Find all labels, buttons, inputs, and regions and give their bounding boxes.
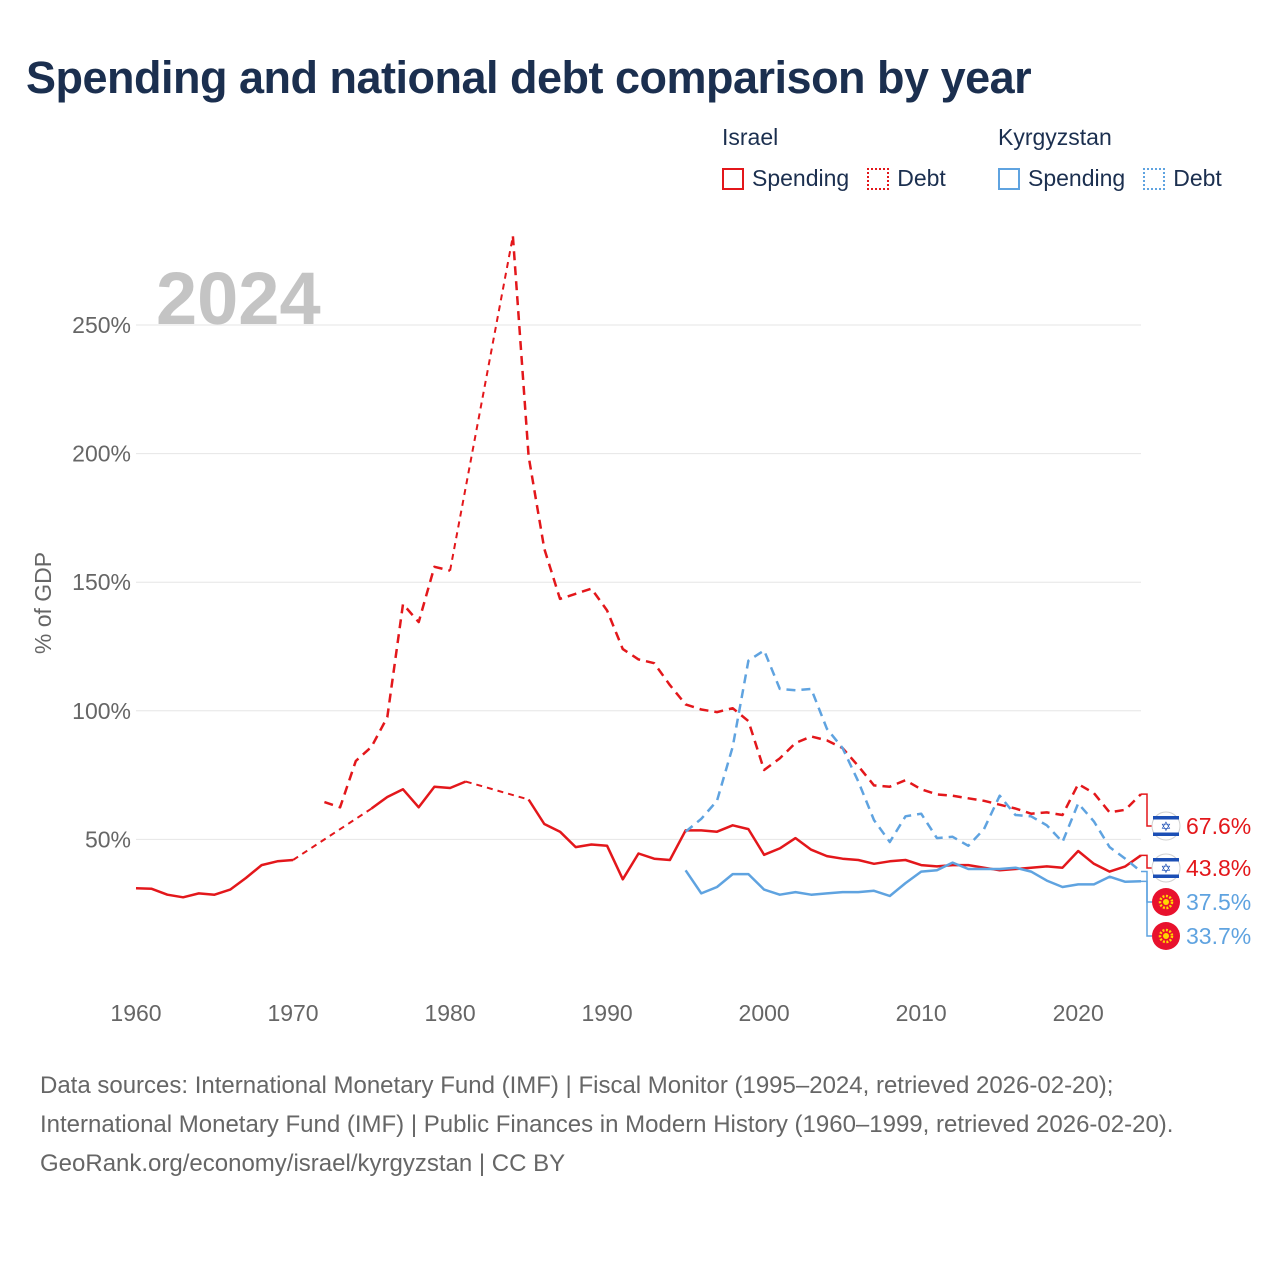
- israel-spending-gap-bridge: [292, 807, 373, 861]
- y-tick-label: 200%: [72, 441, 131, 467]
- israel-flag-stripe: [1153, 858, 1179, 862]
- kyrgyzstan-sun-icon: [1163, 933, 1169, 939]
- legend-israel-debt-swatch: [867, 167, 890, 190]
- legend-kyrgyzstan-spending[interactable]: Spending: [998, 165, 1125, 192]
- credit-link[interactable]: GeoRank.org/economy/israel/kyrgyzstan | …: [40, 1150, 566, 1177]
- x-tick-label: 1970: [267, 1000, 318, 1026]
- kyrgyzstan-sun-rays: [1158, 894, 1174, 910]
- legend-israel-debt[interactable]: Debt: [867, 165, 946, 192]
- legend-israel-debt-label: Debt: [897, 165, 946, 191]
- star-of-david-icon: ✡: [1161, 862, 1172, 877]
- kyrgyzstan-sun-rays: [1158, 928, 1174, 944]
- y-tick-label: 250%: [72, 312, 131, 338]
- end-value-label: 37.5%: [1186, 889, 1251, 915]
- legend-israel-spending[interactable]: Spending: [722, 165, 849, 192]
- legend-kyrgyzstan-debt[interactable]: Debt: [1143, 165, 1222, 192]
- israel-debt-line: [511, 236, 1142, 817]
- israel-spending-line: [370, 780, 467, 810]
- kyrgyzstan-debt-line: [684, 649, 1142, 873]
- legend-kyrgyzstan-spending-label: Spending: [1028, 165, 1126, 191]
- x-tick-label: 1980: [424, 1000, 475, 1026]
- legend-kyrgyzstan-debt-swatch: [1143, 167, 1166, 190]
- legend-israel-name: Israel: [722, 124, 779, 150]
- legend-israel: Israel Spending Debt: [722, 124, 946, 192]
- line-chart: 50% 100% 150% 200% 250% 1960 1970 1980 1990 2000 2…: [30, 236, 1251, 1026]
- x-tick-label: 2020: [1053, 1000, 1104, 1026]
- y-tick-label: 100%: [72, 698, 131, 724]
- x-tick-label: 1990: [582, 1000, 633, 1026]
- israel-flag-stripe: [1153, 816, 1179, 820]
- label-leader-line: [1141, 793, 1152, 827]
- legend-kyrgyzstan-name: Kyrgyzstan: [998, 124, 1112, 150]
- legend-israel-spending-swatch: [722, 167, 744, 190]
- y-tick-label: 50%: [85, 826, 131, 852]
- legend-kyrgyzstan-spending-swatch: [998, 167, 1020, 190]
- label-leader-line: [1141, 854, 1152, 869]
- y-tick-label: 150%: [72, 569, 131, 595]
- israel-debt-gap-bridge: [449, 236, 514, 571]
- legend-israel-spending-label: Spending: [752, 165, 850, 191]
- israel-flag-stripe: [1153, 874, 1179, 878]
- label-leader-line: [1141, 880, 1152, 937]
- footer: Data sources: International Monetary Fun…: [40, 1066, 1240, 1183]
- kyrgyzstan-sun-icon: [1163, 899, 1169, 905]
- x-tick-label: 2000: [739, 1000, 790, 1026]
- israel-spending-line: [527, 798, 1142, 881]
- israel-spending-gap-bridge: [465, 780, 529, 801]
- legend-kyrgyzstan-debt-label: Debt: [1173, 165, 1222, 191]
- end-value-label: 43.8%: [1186, 855, 1251, 881]
- x-tick-label: 2010: [896, 1000, 947, 1026]
- legend-kyrgyzstan: Kyrgyzstan Spending Debt: [998, 124, 1222, 192]
- israel-spending-line: [135, 858, 294, 899]
- year-label: 2024: [156, 257, 321, 340]
- israel-flag-stripe: [1153, 832, 1179, 836]
- y-axis-label: % of GDP: [30, 552, 56, 654]
- kyrgyzstan-spending-line: [684, 861, 1142, 898]
- end-value-label: 33.7%: [1186, 923, 1251, 949]
- chart-title: Spending and national debt comparison by…: [26, 52, 1032, 103]
- end-value-label: 67.6%: [1186, 813, 1251, 839]
- star-of-david-icon: ✡: [1161, 820, 1172, 835]
- data-sources: Data sources: International Monetary Fun…: [40, 1072, 1174, 1138]
- israel-debt-line: [324, 565, 451, 809]
- x-tick-label: 1960: [110, 1000, 161, 1026]
